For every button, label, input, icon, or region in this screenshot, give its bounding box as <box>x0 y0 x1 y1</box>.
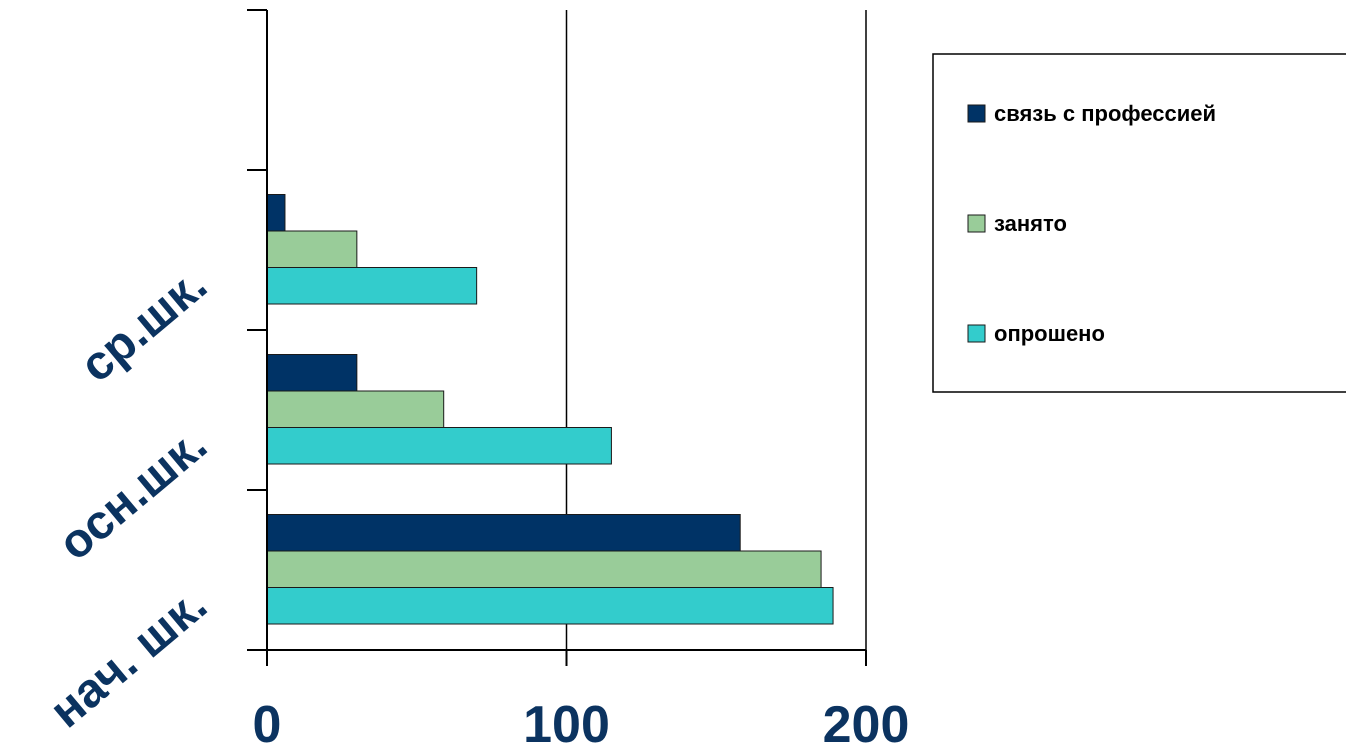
bar <box>266 194 286 232</box>
category-label: нач. шк. <box>40 578 217 738</box>
legend: связь с профессией занято опрошено <box>932 53 1346 393</box>
bar <box>266 267 478 305</box>
bar <box>266 427 612 465</box>
axes <box>247 9 867 666</box>
legend-swatch <box>967 104 986 123</box>
legend-label: связь с профессией <box>994 101 1216 126</box>
bar <box>266 514 741 552</box>
category-labels: нач. шк.осн.шк. ср.шк. <box>40 258 217 738</box>
legend-box <box>932 53 1346 393</box>
legend-swatch <box>967 214 986 233</box>
legend-swatch <box>967 324 986 343</box>
bar <box>266 390 445 428</box>
bar <box>266 587 834 625</box>
bar <box>266 550 822 588</box>
bar <box>266 354 358 392</box>
x-tick-labels: 0 100 200 <box>253 696 910 754</box>
x-tick-label: 0 <box>253 696 282 754</box>
legend-label: занято <box>994 211 1067 236</box>
x-tick-label: 100 <box>523 696 610 754</box>
x-tick-label: 200 <box>823 696 910 754</box>
category-label: ср.шк. <box>71 258 217 393</box>
legend-label: опрошено <box>994 321 1105 346</box>
bars <box>266 194 834 625</box>
category-label: осн.шк. <box>49 418 217 571</box>
bar <box>266 230 358 268</box>
